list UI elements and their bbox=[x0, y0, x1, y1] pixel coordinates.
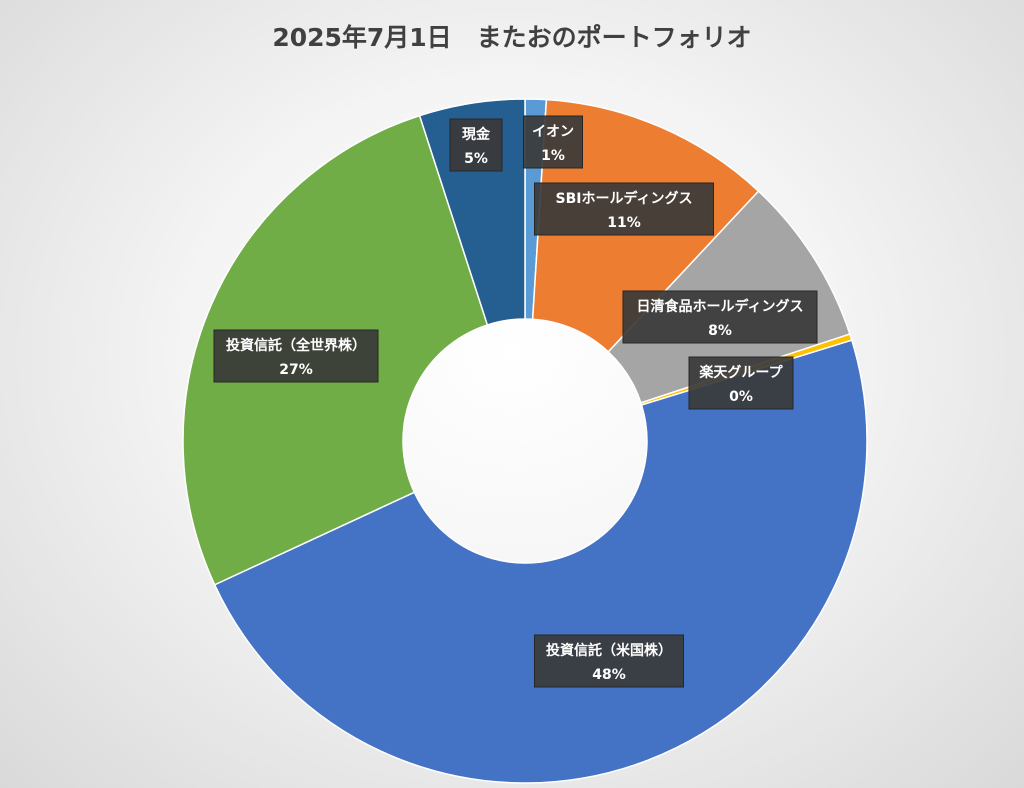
data-label-box bbox=[534, 182, 714, 236]
data-label-box bbox=[534, 634, 684, 688]
data-label-name: 楽天グループ bbox=[698, 364, 783, 381]
data-label-0: イオン 1% bbox=[523, 115, 583, 169]
data-label-2: 日清食品ホールディングス 8% bbox=[622, 290, 818, 344]
data-label-name: SBIホールディングス bbox=[556, 190, 693, 207]
data-label-percent: 0% bbox=[729, 389, 753, 405]
data-label-box bbox=[449, 118, 503, 172]
data-label-name: 投資信託（全世界株） bbox=[226, 337, 366, 354]
data-label-box bbox=[523, 115, 583, 169]
data-label-percent: 27% bbox=[279, 362, 313, 378]
data-label-percent: 1% bbox=[541, 148, 565, 164]
data-label-3: 楽天グループ 0% bbox=[688, 356, 794, 410]
slice-4 bbox=[213, 339, 868, 784]
chart-title: 2025年7月1日 またおのポートフォリオ bbox=[272, 23, 752, 52]
data-label-percent: 5% bbox=[464, 151, 488, 167]
data-label-name: イオン bbox=[532, 124, 574, 140]
data-label-percent: 48% bbox=[592, 667, 626, 683]
data-label-percent: 8% bbox=[708, 323, 732, 339]
data-label-4: 投資信託（米国株） 48% bbox=[534, 634, 684, 688]
data-label-5: 投資信託（全世界株） 27% bbox=[213, 329, 379, 383]
data-label-name: 現金 bbox=[462, 126, 491, 143]
data-label-box bbox=[688, 356, 794, 410]
data-label-6: 現金 5% bbox=[449, 118, 503, 172]
data-label-box bbox=[622, 290, 818, 344]
data-label-name: 投資信託（米国株） bbox=[546, 642, 672, 659]
data-label-1: SBIホールディングス 11% bbox=[534, 182, 714, 236]
data-label-box bbox=[213, 329, 379, 383]
data-label-percent: 11% bbox=[607, 215, 641, 231]
data-label-name: 日清食品ホールディングス bbox=[636, 298, 803, 315]
